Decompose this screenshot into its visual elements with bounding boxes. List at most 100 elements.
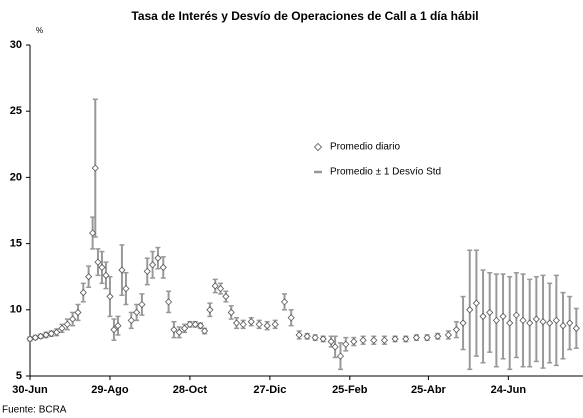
marker	[110, 326, 118, 334]
marker	[26, 335, 34, 343]
marker	[89, 229, 97, 237]
marker	[380, 336, 389, 344]
marker	[98, 263, 106, 271]
marker	[311, 334, 319, 342]
marker	[499, 312, 507, 320]
marker	[106, 292, 114, 301]
x-tick-label: 29-Ago	[91, 384, 129, 396]
marker	[331, 343, 339, 351]
marker	[459, 319, 467, 327]
marker	[402, 335, 410, 343]
y-tick-label: 10	[10, 304, 22, 316]
marker	[186, 320, 194, 328]
marker	[506, 319, 514, 327]
y-tick-label: 5	[16, 370, 22, 382]
marker	[91, 164, 99, 172]
marker	[79, 289, 87, 297]
marker	[170, 326, 178, 334]
marker	[227, 308, 235, 317]
marker	[85, 273, 93, 281]
marker	[412, 334, 420, 342]
marker	[572, 324, 580, 332]
marker	[512, 311, 520, 319]
marker	[232, 319, 241, 327]
marker	[200, 327, 209, 335]
marker	[191, 320, 199, 328]
source: Fuente: BCRA	[2, 405, 67, 416]
marker	[359, 336, 367, 344]
marker	[47, 330, 55, 338]
marker	[206, 306, 214, 314]
marker	[211, 282, 219, 290]
marker	[472, 299, 480, 307]
marker	[69, 315, 77, 323]
marker	[138, 300, 146, 309]
marker	[466, 306, 474, 314]
marker	[486, 308, 494, 317]
marker	[263, 322, 271, 330]
marker	[114, 322, 122, 330]
marker	[154, 254, 162, 262]
y-unit: %	[36, 26, 43, 35]
marker	[479, 312, 487, 320]
legend-marker	[313, 142, 323, 152]
marker	[102, 271, 110, 279]
marker	[287, 314, 295, 322]
marker	[444, 331, 452, 339]
marker	[255, 320, 263, 328]
marker	[452, 326, 460, 334]
marker	[196, 322, 205, 330]
marker	[519, 316, 527, 324]
marker	[492, 316, 500, 324]
marker	[127, 316, 135, 324]
marker	[350, 338, 358, 346]
legend-label: Promedio ± 1 Desvío Std	[330, 167, 441, 178]
marker	[122, 285, 130, 293]
marker	[149, 261, 157, 269]
y-tick-label: 15	[10, 238, 22, 250]
x-tick-label: 24-Jun	[491, 384, 527, 396]
x-tick-label: 25-Abr	[411, 384, 447, 396]
marker	[175, 328, 183, 336]
marker	[546, 319, 554, 327]
chart-title: Tasa de Interés y Desvío de Operaciones …	[131, 9, 478, 23]
marker	[181, 324, 189, 332]
marker	[526, 319, 534, 327]
marker	[74, 308, 82, 317]
marker	[336, 352, 345, 360]
y-tick-label: 20	[10, 171, 22, 183]
marker	[42, 331, 50, 339]
marker	[566, 319, 574, 327]
marker	[423, 334, 431, 342]
marker	[539, 318, 547, 326]
marker	[327, 338, 335, 346]
marker	[271, 320, 279, 328]
marker	[143, 267, 151, 275]
marker	[319, 335, 327, 343]
marker	[239, 320, 247, 328]
marker	[63, 320, 71, 328]
x-tick-label: 28-Oct	[173, 384, 208, 396]
marker	[342, 340, 350, 348]
legend-label: Promedio diario	[330, 142, 400, 153]
marker	[58, 324, 66, 332]
marker	[159, 263, 167, 271]
marker	[391, 335, 399, 343]
marker	[434, 332, 442, 340]
marker	[31, 334, 39, 342]
marker	[118, 266, 126, 274]
y-tick-label: 25	[10, 105, 22, 117]
marker	[222, 292, 230, 301]
marker	[370, 336, 378, 344]
marker	[295, 331, 303, 339]
x-tick-label: 30-Jun	[12, 384, 48, 396]
x-tick-label: 25-Feb	[332, 384, 368, 396]
marker	[247, 318, 255, 326]
marker	[559, 322, 567, 330]
marker	[552, 316, 560, 324]
marker	[303, 332, 311, 340]
marker	[94, 258, 102, 266]
marker	[53, 328, 61, 336]
marker	[216, 285, 225, 293]
